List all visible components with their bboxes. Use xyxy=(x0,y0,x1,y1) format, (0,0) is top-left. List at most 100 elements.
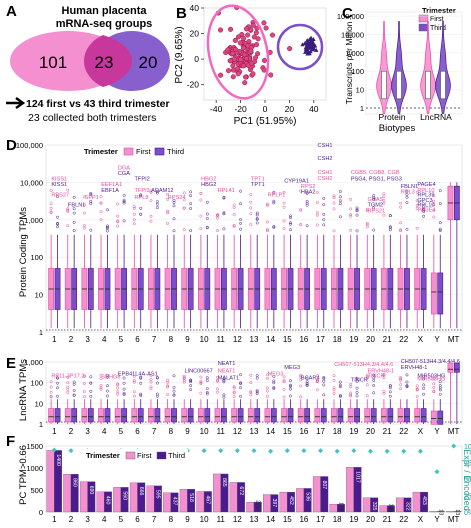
outlier-point xyxy=(355,386,359,390)
pca-point-third xyxy=(307,51,312,56)
outlier-point xyxy=(199,198,203,202)
panel-letter-f: F xyxy=(6,433,15,450)
outlier-point xyxy=(438,228,442,232)
chromosome-label: 15 xyxy=(283,515,292,524)
outlier-point xyxy=(272,375,276,378)
outlier-point xyxy=(72,211,76,215)
outlier-point xyxy=(89,199,93,203)
bar-first xyxy=(279,491,288,513)
pca-point-first xyxy=(231,56,238,62)
outlier-point xyxy=(299,208,303,212)
panel-letter-d: D xyxy=(6,137,17,154)
outlier-point xyxy=(155,200,159,204)
outlier-point xyxy=(132,205,136,209)
pca-axes: -40 -20 0 20 40 40 20 0 -20 xyxy=(187,3,319,114)
outlier-point xyxy=(272,226,276,229)
outlier-point xyxy=(49,390,53,394)
outlier-point xyxy=(415,388,419,392)
outlier-point xyxy=(322,197,326,200)
outlier-point xyxy=(116,219,120,223)
outlier-point xyxy=(66,390,70,394)
outlier-point xyxy=(382,392,386,396)
pca-point-first xyxy=(232,37,238,43)
outlier-point xyxy=(289,383,292,387)
outlier-point xyxy=(255,216,259,220)
chromosome-label: 13 xyxy=(250,515,259,524)
outlier-point xyxy=(239,189,243,193)
violin-ytick-label: 10 xyxy=(356,86,364,95)
outlier-point xyxy=(222,379,226,382)
outlier-point xyxy=(272,387,276,391)
box-first xyxy=(414,408,421,423)
outlier-point xyxy=(155,392,159,396)
outlier-point xyxy=(399,376,403,379)
chromosome-label: 19 xyxy=(349,515,358,524)
outlier-point xyxy=(338,202,342,206)
outlier-point xyxy=(255,374,259,378)
gene-label: ERVH48-1 xyxy=(367,368,394,374)
chromosome-label: 5 xyxy=(119,427,124,436)
outlier-point xyxy=(132,218,136,222)
outlier-point xyxy=(89,375,93,379)
ytick-label: 1 xyxy=(39,420,43,429)
outlier-point xyxy=(182,376,186,380)
legend-f-title: Trimester xyxy=(86,451,120,460)
bar-first xyxy=(346,467,354,513)
chromosome-label: 12 xyxy=(233,515,242,524)
panel-letter-e: E xyxy=(6,355,16,372)
outlier-point xyxy=(116,392,120,396)
outlier-point xyxy=(322,223,326,227)
bar-ytick-label: 1500 xyxy=(26,442,43,451)
outlier-point xyxy=(372,376,376,380)
chromosome-label: 17 xyxy=(316,515,325,524)
legend-c-third-swatch xyxy=(418,23,429,32)
pca-point-first xyxy=(243,26,250,32)
outlier-point xyxy=(239,386,243,390)
gene-label: TFPI2 xyxy=(135,188,150,194)
outlier-point xyxy=(349,394,353,398)
outlier-point xyxy=(355,209,359,213)
outlier-point xyxy=(99,387,103,391)
bar-value-label: 13 xyxy=(438,509,444,515)
outlier-point xyxy=(116,202,120,206)
outlier-point xyxy=(365,374,369,378)
pca-point-first xyxy=(245,32,251,38)
outlier-point xyxy=(272,225,276,229)
pca-point-first xyxy=(242,74,249,80)
outlier-point xyxy=(132,394,136,398)
violins xyxy=(376,21,451,114)
gene-label: DGA xyxy=(118,165,130,171)
pca-ytick-label: 40 xyxy=(190,3,200,13)
outlier-point xyxy=(172,374,176,378)
bar-value-label: 453 xyxy=(421,496,427,505)
outlier-point xyxy=(105,229,109,233)
bar-value-label: 807 xyxy=(321,480,327,489)
panel-b: B -40 -20 0 20 40 40 20 0 -20 PC1 (51.95%) PC2 (… xyxy=(174,3,327,127)
bar-third xyxy=(137,482,146,513)
outlier-point xyxy=(239,381,243,385)
gene-label: PAGE4 xyxy=(417,182,435,188)
outlier-point xyxy=(149,380,153,384)
outlier-point xyxy=(149,191,153,194)
chromosome-label: Y xyxy=(434,515,440,524)
outlier-point xyxy=(372,384,376,387)
outlier-point xyxy=(432,386,436,390)
outlier-point xyxy=(189,190,193,194)
outlier-point xyxy=(172,204,176,208)
outlier-point xyxy=(415,394,419,398)
outlier-point xyxy=(105,384,109,388)
bar-value-label: 595 xyxy=(155,490,161,499)
pca-ytick-label: 0 xyxy=(194,54,199,64)
bar-first xyxy=(163,492,171,513)
outlier-point xyxy=(132,207,136,210)
gene-label: CSH1 xyxy=(318,170,333,176)
outlier-point xyxy=(105,373,109,377)
pca-point-first xyxy=(268,72,274,78)
bar-third xyxy=(270,494,279,513)
outlier-point xyxy=(122,376,126,380)
outlier-point xyxy=(82,224,86,228)
outlier-point xyxy=(349,197,353,201)
ytick-label: 1 xyxy=(39,328,43,337)
gene-label: RPL10 xyxy=(417,203,434,209)
outlier-point xyxy=(338,394,342,398)
